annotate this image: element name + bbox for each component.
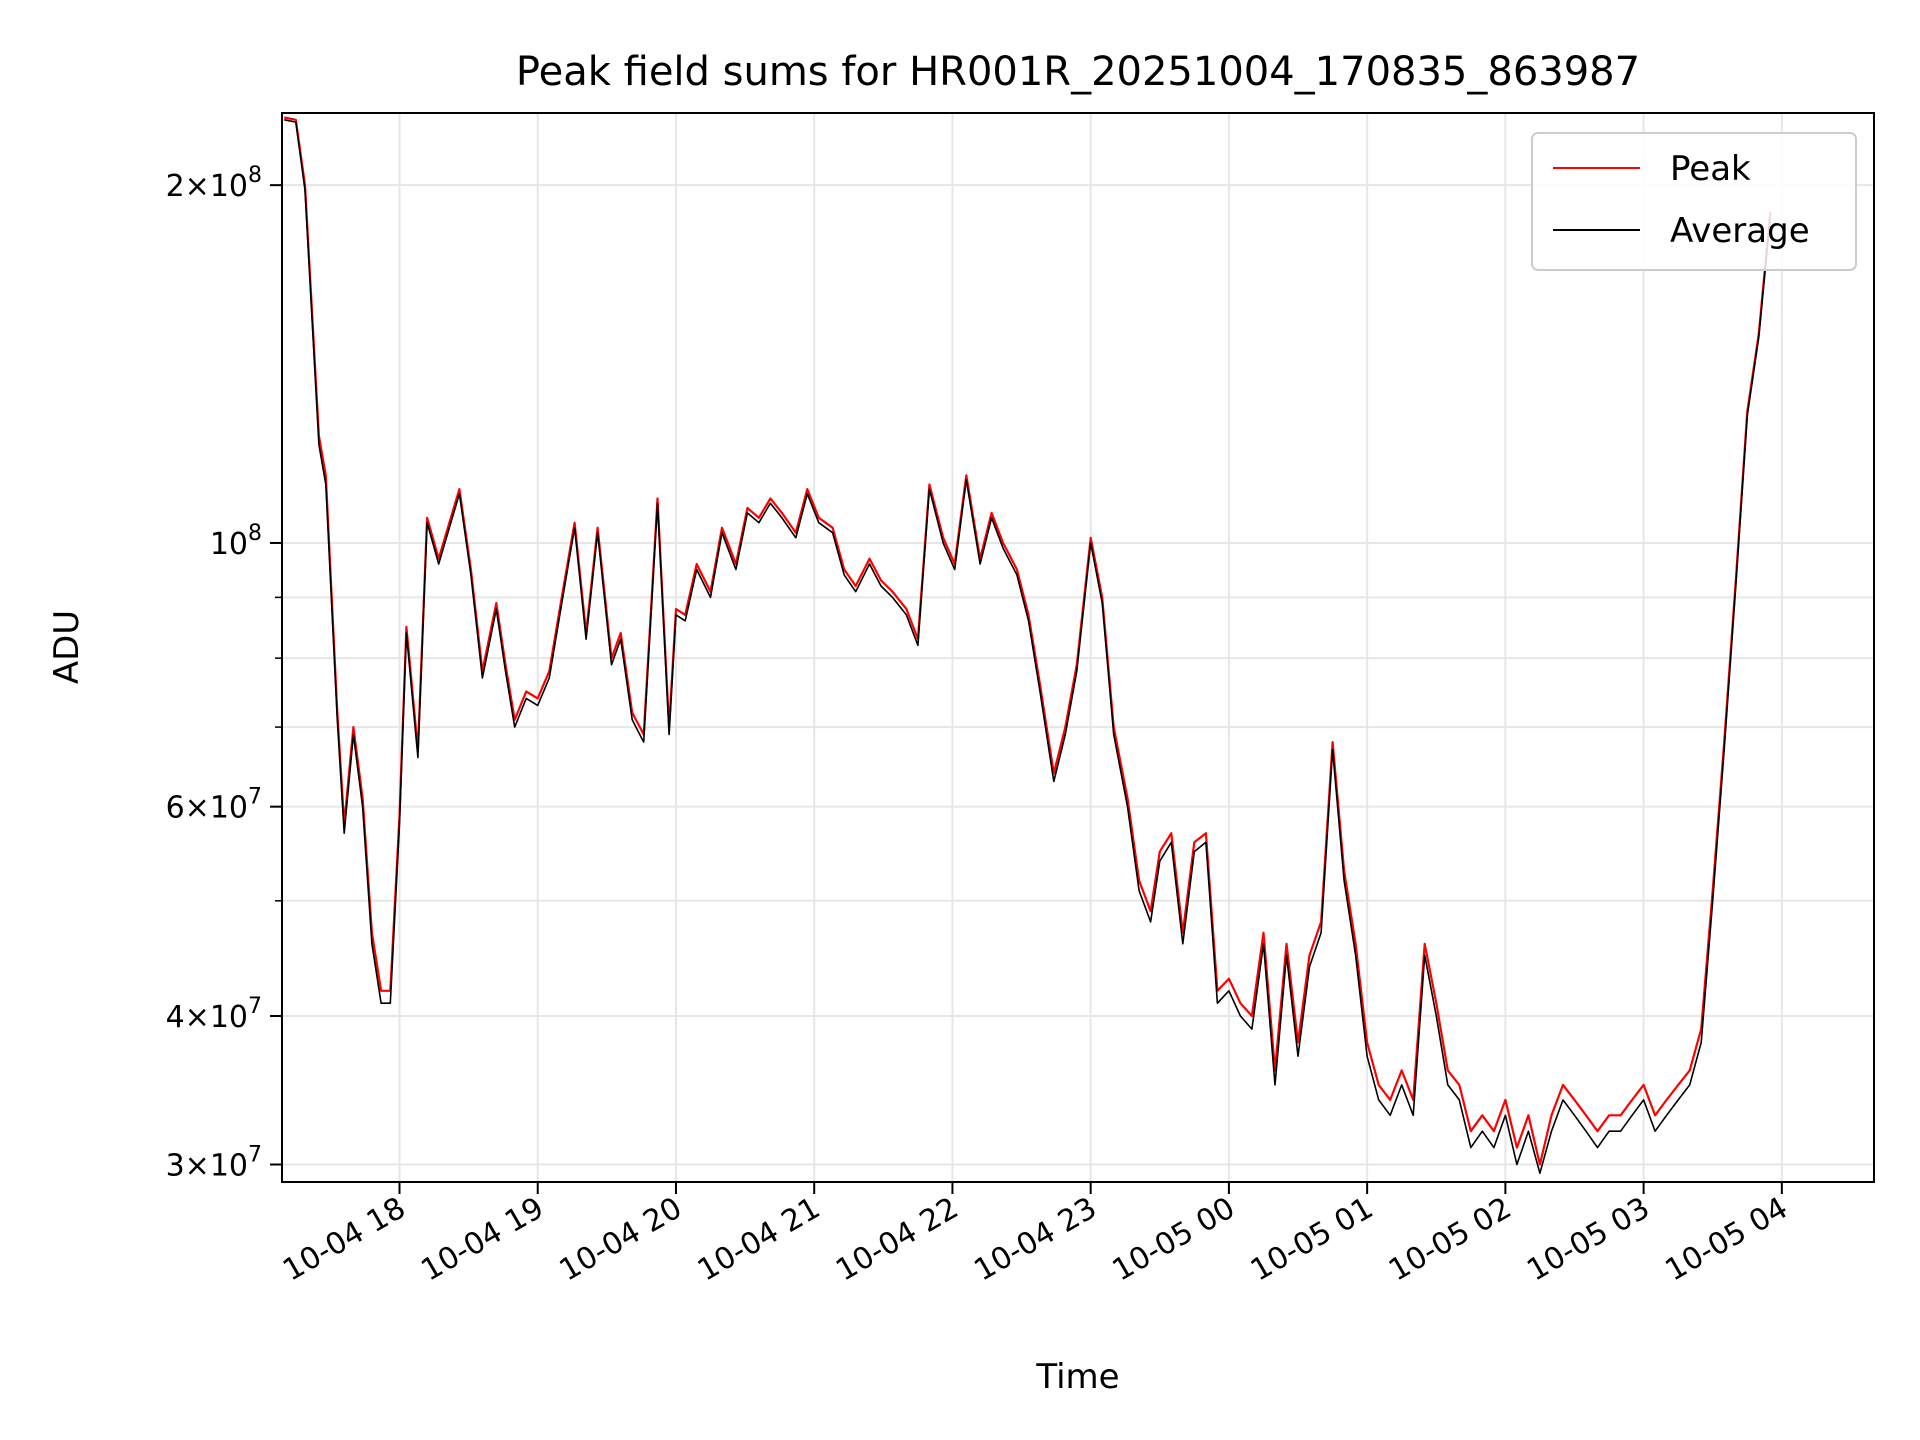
x-tick-label: 10-05 00 xyxy=(1107,1191,1241,1289)
x-tick-label: 10-05 01 xyxy=(1245,1191,1379,1289)
series-line-average xyxy=(284,119,1772,1174)
legend-label-average: Average xyxy=(1670,211,1810,251)
x-tick-label: 10-05 04 xyxy=(1660,1191,1794,1289)
y-tick-label: 4×107 xyxy=(166,994,262,1035)
x-tick-label: 10-04 20 xyxy=(554,1191,688,1289)
x-tick-label: 10-05 02 xyxy=(1383,1191,1517,1289)
y-tick-label: 6×107 xyxy=(166,785,262,826)
series-line-peak xyxy=(284,116,1772,1166)
y-tick-label: 108 xyxy=(210,521,262,562)
x-axis-label: Time xyxy=(1035,1357,1119,1397)
x-tick-label: 10-04 21 xyxy=(692,1191,826,1289)
legend-label-peak: Peak xyxy=(1670,149,1751,189)
x-axis: 10-04 18 10-04 19 10-04 20 10-04 21 10-04 22… xyxy=(277,1182,1794,1288)
y-tick-label: 2×108 xyxy=(166,163,262,204)
series-layer xyxy=(284,116,1772,1174)
y-axis-label: ADU xyxy=(47,610,87,684)
plot-frame xyxy=(281,112,1875,1183)
x-tick-label: 10-04 18 xyxy=(277,1191,411,1289)
x-tick-label: 10-04 22 xyxy=(830,1191,964,1289)
legend: Peak Average xyxy=(1531,132,1857,271)
grid xyxy=(282,113,1874,1182)
x-tick-label: 10-04 19 xyxy=(415,1191,549,1289)
y-tick-label: 3×107 xyxy=(166,1142,262,1183)
y-axis: 3×107 4×107 6×107 108 2×108 xyxy=(166,163,282,1183)
x-tick-label: 10-04 23 xyxy=(968,1191,1102,1289)
chart-title: Peak field sums for HR001R_20251004_1708… xyxy=(516,49,1640,95)
x-tick-label: 10-05 03 xyxy=(1521,1191,1655,1289)
